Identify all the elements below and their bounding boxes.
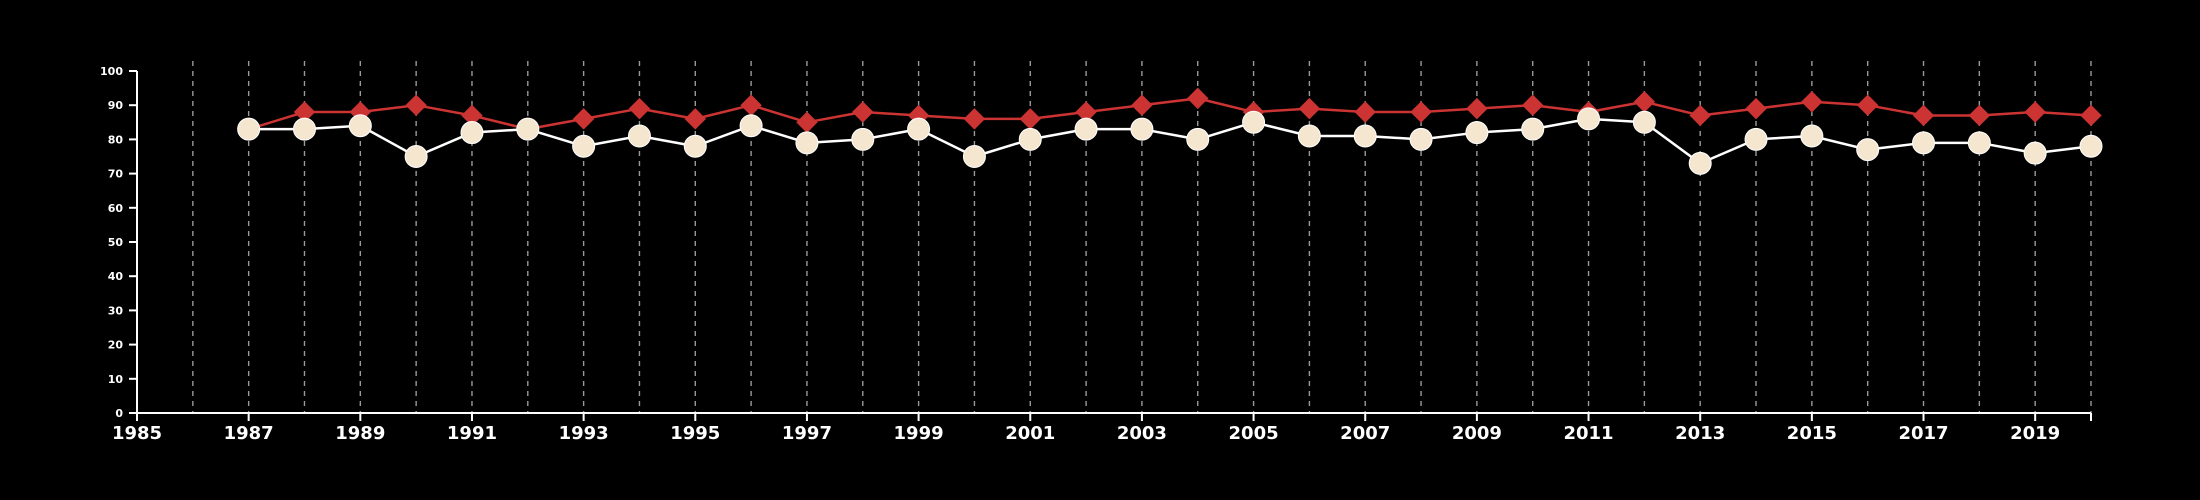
point-circle-2007: [1353, 124, 1377, 148]
point-diamond-2014: [1745, 97, 1767, 120]
x-tick-label-2005: 2005: [1229, 423, 1279, 444]
x-tick-label-1987: 1987: [224, 423, 274, 444]
x-tick-label-1991: 1991: [447, 423, 497, 444]
point-diamond-2003: [1131, 94, 1153, 116]
point-circle-1990: [404, 145, 428, 168]
point-circle-1999: [907, 117, 931, 141]
point-diamond-2004: [1187, 87, 1209, 110]
point-circle-1988: [292, 117, 316, 141]
series-line-diamond: [248, 97, 2092, 131]
point-diamond-2007: [1354, 101, 1376, 123]
point-circle-2006: [1297, 124, 1321, 148]
y-tick-label-50: 50: [108, 236, 124, 249]
point-diamond-1998: [852, 101, 874, 123]
x-tick-label-1999: 1999: [894, 423, 944, 444]
point-circle-2003: [1130, 117, 1154, 141]
point-diamond-1994: [628, 97, 651, 120]
x-tick-label-1997: 1997: [782, 423, 832, 444]
point-diamond-1995: [684, 108, 706, 130]
point-circle-2010: [1521, 117, 1545, 141]
point-circle-2000: [962, 145, 986, 168]
point-circle-1996: [739, 114, 763, 138]
point-diamond-2010: [1522, 94, 1544, 116]
point-circle-1998: [851, 127, 875, 151]
point-diamond-2017: [1912, 104, 1935, 127]
point-circle-1992: [516, 117, 540, 141]
x-tick-label-1989: 1989: [335, 423, 385, 444]
point-circle-2002: [1074, 117, 1098, 141]
point-diamond-2000: [963, 108, 986, 130]
y-tick-label-30: 30: [108, 304, 124, 317]
x-tick-label-2015: 2015: [1787, 423, 1837, 444]
x-tick-label-2007: 2007: [1340, 423, 1390, 444]
point-circle-2013: [1688, 151, 1712, 175]
point-circle-1997: [795, 131, 819, 155]
grid: [192, 61, 2092, 413]
point-circle-2004: [1186, 127, 1210, 151]
axes: 0 10 20 30 40 50 60 70 80 90 100 1985 1987 1989 1991 19…: [100, 65, 2092, 444]
point-circle-1995: [683, 134, 707, 158]
x-tick-label-2013: 2013: [1675, 423, 1725, 444]
x-tick-label-2009: 2009: [1452, 423, 1502, 444]
point-diamond-2009: [1466, 97, 1488, 120]
point-diamond-1993: [572, 108, 595, 130]
point-circle-1994: [627, 124, 651, 148]
point-circle-2014: [1744, 127, 1768, 151]
point-diamond-2020: [2080, 104, 2102, 127]
point-circle-2016: [1856, 138, 1880, 162]
y-tick-label-100: 100: [100, 65, 123, 78]
point-circle-2008: [1409, 127, 1433, 151]
y-tick-label-10: 10: [108, 373, 124, 386]
point-circle-2005: [1242, 110, 1266, 134]
x-tick-label-2019: 2019: [2010, 423, 2060, 444]
point-circle-2012: [1632, 110, 1656, 134]
point-circle-1987: [237, 117, 261, 141]
y-tick-label-40: 40: [108, 270, 124, 283]
point-circle-1989: [348, 114, 372, 138]
point-diamond-2006: [1298, 97, 1321, 120]
series-diamond: [237, 87, 2102, 140]
point-diamond-2008: [1410, 101, 1432, 123]
point-circle-2011: [1577, 107, 1601, 131]
point-circle-2017: [1912, 131, 1936, 155]
point-circle-1993: [572, 134, 596, 158]
series-circle: [237, 107, 2103, 175]
y-tick-label-0: 0: [115, 407, 123, 420]
series-group: [237, 87, 2103, 175]
x-tick-label-1993: 1993: [559, 423, 609, 444]
point-circle-2018: [1967, 131, 1991, 155]
point-circle-1991: [460, 121, 484, 145]
point-circle-2019: [2023, 141, 2047, 165]
y-tick-label-90: 90: [108, 99, 124, 112]
y-tick-label-20: 20: [108, 339, 124, 352]
y-tick-label-70: 70: [108, 168, 124, 181]
series-line-circle: [248, 117, 2092, 165]
y-tick-label-60: 60: [108, 202, 124, 215]
x-tick-label-2001: 2001: [1005, 423, 1055, 444]
x-tick-label-2017: 2017: [1898, 423, 1948, 444]
point-diamond-2016: [1856, 94, 1879, 116]
point-diamond-2018: [1968, 104, 1991, 127]
point-circle-2001: [1018, 127, 1042, 151]
x-tick-label-2003: 2003: [1117, 423, 1167, 444]
point-diamond-2019: [2024, 101, 2046, 123]
point-circle-2009: [1465, 121, 1489, 145]
point-circle-2020: [2079, 134, 2103, 158]
point-diamond-2015: [1801, 91, 1823, 113]
y-tick-label-80: 80: [108, 133, 124, 146]
point-diamond-2013: [1689, 104, 1711, 127]
x-tick-label-1985: 1985: [112, 423, 162, 444]
point-circle-2015: [1800, 124, 1824, 148]
x-tick-label-1995: 1995: [670, 423, 720, 444]
point-diamond-1990: [405, 94, 427, 116]
x-tick-label-2011: 2011: [1563, 423, 1613, 444]
